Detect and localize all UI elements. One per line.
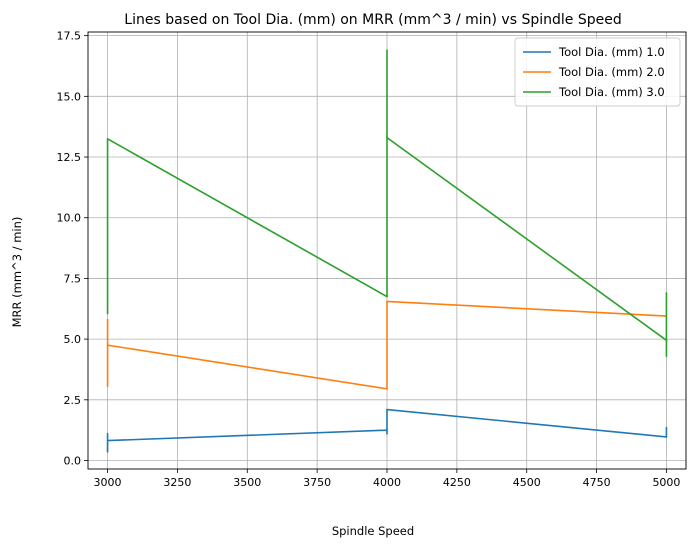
data-point [386,428,388,430]
x-tick-label: 4000 [373,476,401,489]
data-point [106,447,109,450]
data-point [386,388,388,390]
data-point [665,292,668,294]
data-point [665,339,668,342]
y-tick-label: 17.5 [57,30,82,43]
data-point [665,427,668,429]
y-tick-label: 10.0 [57,212,82,225]
data-point [386,295,388,298]
data-point [106,318,109,321]
data-point [106,312,109,315]
x-tick-label: 3000 [94,476,122,489]
data-point [106,344,109,346]
legend-label: Tool Dia. (mm) 3.0 [558,85,665,99]
data-point [665,436,668,438]
series-3 [106,49,668,357]
data-point [106,451,109,453]
data-point [106,311,109,314]
series-lines [106,49,668,453]
y-tick-label: 2.5 [64,394,82,407]
data-point [386,135,388,138]
x-tick-label: 4250 [443,476,471,489]
x-tick-label: 3500 [233,476,261,489]
data-point [106,374,109,377]
data-point [106,138,109,140]
x-axis-ticks: 3000 3250 3500 3750 4000 4250 4500 4750 5000 [94,469,680,489]
legend-label: Tool Dia. (mm) 2.0 [558,65,665,79]
data-point [106,433,109,435]
y-axis-label: MRR (mm^3 / min) [10,217,24,328]
data-point [386,49,388,51]
legend: Tool Dia. (mm) 1.0 Tool Dia. (mm) 2.0 Tool… [514,37,681,107]
y-tick-label: 5.0 [64,333,82,346]
series-1 [106,408,668,453]
x-tick-label: 3750 [303,476,331,489]
series-line-3 [106,49,668,357]
x-tick-label: 4750 [583,476,611,489]
y-axis-ticks: 0.0 2.5 5.0 7.5 10.0 12.5 15.0 17.5 [57,30,88,468]
legend-box [514,37,681,107]
x-tick-label: 5000 [652,476,680,489]
data-point [106,385,109,388]
data-point [386,433,388,435]
x-tick-label: 3250 [163,476,191,489]
data-point [665,355,668,357]
y-tick-label: 15.0 [57,90,82,103]
data-point [386,429,388,431]
y-tick-label: 12.5 [57,151,82,164]
data-point [386,300,388,303]
y-tick-label: 7.5 [64,272,82,285]
chart-title: Lines based on Tool Dia. (mm) on MRR (mm… [124,12,621,28]
y-tick-label: 0.0 [64,455,82,468]
data-point [386,408,388,411]
legend-label: Tool Dia. (mm) 1.0 [558,45,665,59]
x-axis-label: Spindle Speed [332,524,414,538]
x-tick-label: 4500 [513,476,541,489]
data-point [106,304,109,306]
data-point [386,136,388,139]
data-point [106,439,109,442]
